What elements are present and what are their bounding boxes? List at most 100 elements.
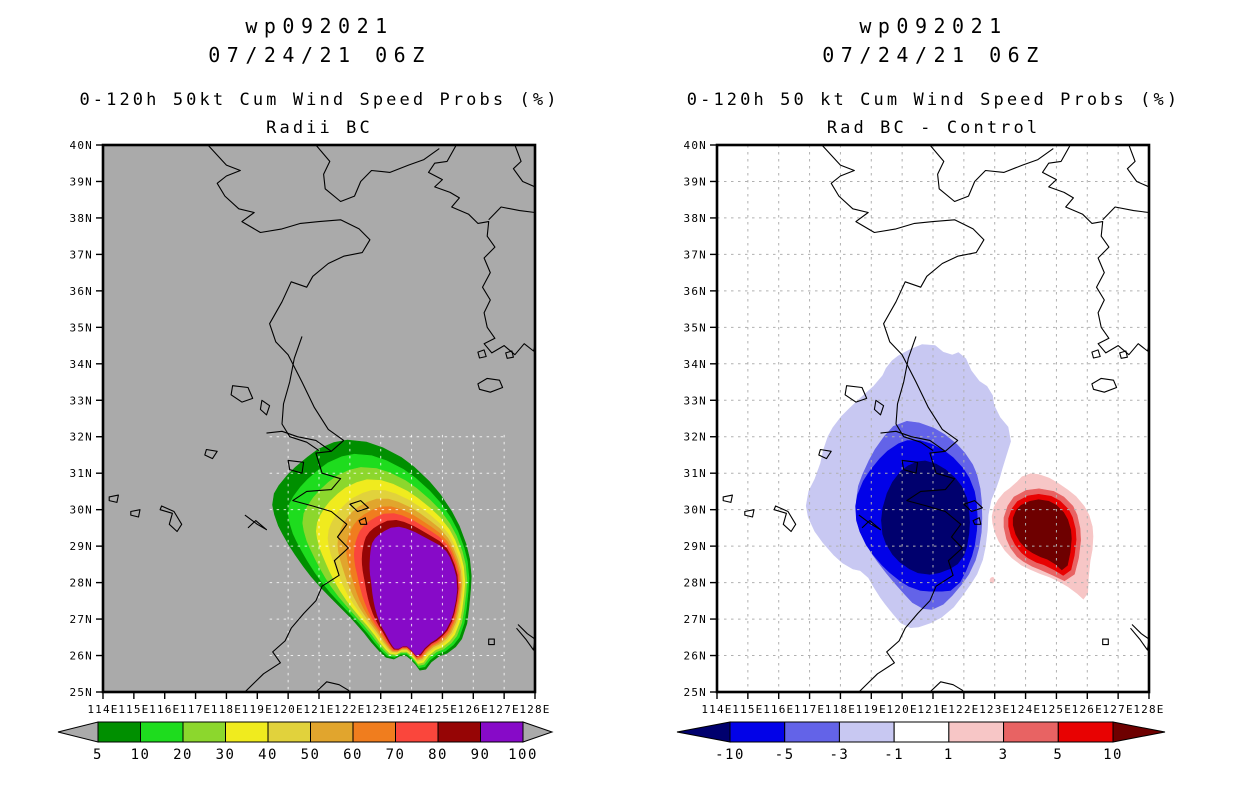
colorbar-cell <box>267 721 311 743</box>
lat-tick-label: 39N <box>70 175 93 188</box>
product-title: 0-120h 50kt Cum Wind Speed Probs (%) <box>79 90 560 110</box>
colorbar-cell <box>893 721 950 743</box>
lon-tick-label: 119E <box>242 703 273 716</box>
lon-tick-label: 122E <box>334 703 365 716</box>
colorbar-tick-label: 30 <box>216 747 236 763</box>
lake-c <box>130 509 141 518</box>
lon-tick-label: 123E <box>365 703 396 716</box>
lat-tick-label: 37N <box>684 248 707 261</box>
lake-c <box>744 509 755 518</box>
sk-island-a <box>1119 350 1128 359</box>
gridlines-layer <box>717 145 1149 692</box>
wind-prob-diff-map: 25N 26N 27N 28N 29N 30N 31N 32N 33N 34N 35N 36N 37N 3… <box>676 140 1166 763</box>
colorbar-tick-label: 5 <box>93 747 103 763</box>
colorbar-cell <box>352 721 396 743</box>
colorbar-cell <box>395 721 439 743</box>
lon-tick-label: 118E <box>211 703 242 716</box>
colorbar-cell <box>182 721 226 743</box>
lake-b <box>108 494 119 503</box>
lat-tick-label: 38N <box>70 212 93 225</box>
lon-tick-label: 128E <box>519 703 550 716</box>
zhoushan <box>963 500 983 513</box>
colorbar-cell <box>140 721 184 743</box>
lon-tick-label: 123E <box>979 703 1010 716</box>
taihu-lake <box>287 459 305 474</box>
lon-tick-label: 114E <box>87 703 118 716</box>
lat-tick-label: 25N <box>70 686 93 699</box>
sk-island-a <box>505 350 514 359</box>
colorbar-tick-label: 70 <box>386 747 406 763</box>
colorbar-cell <box>480 721 524 743</box>
colorbar-cell <box>310 721 354 743</box>
lat-tick-label: 29N <box>70 540 93 553</box>
hongze-lake <box>230 385 254 403</box>
lon-tick-label: 119E <box>856 703 887 716</box>
lat-tick-label: 31N <box>684 467 707 480</box>
liaodong <box>929 145 1054 203</box>
sk-island-b <box>1091 349 1101 359</box>
coastline-layer <box>108 145 535 692</box>
right-panel: wp092021 07/24/21 06Z 0-120h 50 kt Cum W… <box>618 0 1236 800</box>
left-panel: wp092021 07/24/21 06Z 0-120h 50kt Cum Wi… <box>57 14 560 763</box>
lon-tick-label: 124E <box>396 703 427 716</box>
jeju-island <box>477 377 504 393</box>
lat-tick-label: 32N <box>684 431 707 444</box>
lon-tick-label: 118E <box>825 703 856 716</box>
colorbar-tick-label: 10 <box>1103 747 1123 763</box>
colorbar-tick-label: 80 <box>428 747 448 763</box>
gridlines-layer <box>269 434 508 691</box>
axes: 25N 26N 27N 28N 29N 30N 31N 32N 33N 34N 35N 36N 37N 3… <box>70 140 550 716</box>
lon-tick-label: 117E <box>794 703 825 716</box>
lon-tick-label: 126E <box>458 703 489 716</box>
liaodong <box>315 145 440 203</box>
colorbar-cell <box>1003 721 1059 743</box>
colorbar-tick-label: -5 <box>775 747 795 763</box>
korea-ne <box>512 145 535 188</box>
lat-tick-label: 33N <box>684 394 707 407</box>
lat-tick-label: 32N <box>70 431 93 444</box>
model-label: Radii BC <box>266 118 373 138</box>
lat-tick-label: 39N <box>684 175 707 188</box>
lon-tick-label: 115E <box>118 703 149 716</box>
island-a <box>358 517 368 525</box>
china-coast <box>821 145 985 692</box>
korea-ne <box>1126 145 1149 188</box>
positive-speck-band <box>989 576 995 584</box>
poyang-lake <box>159 505 183 533</box>
axes: 25N 26N 27N 28N 29N 30N 31N 32N 33N 34N 35N 36N 37N 3… <box>684 140 1164 716</box>
taihu-lake <box>901 459 919 474</box>
colorbar: -10 -5 -3 -1 1 3 5 10 <box>676 721 1166 763</box>
lon-tick-label: 116E <box>763 703 794 716</box>
colorbar-cell <box>838 721 895 743</box>
wind-prob-map: 25N 26N 27N 28N 29N 30N 31N 32N 33N 34N 35N 36N 37N 3… <box>57 140 554 763</box>
lat-tick-label: 30N <box>70 504 93 517</box>
qiandao-lake <box>858 514 882 531</box>
chaohu-lake <box>818 448 832 460</box>
lat-tick-label: 37N <box>70 248 93 261</box>
lon-tick-label: 117E <box>180 703 211 716</box>
korea-west-coast <box>1041 145 1149 356</box>
chaohu-lake <box>204 448 218 460</box>
lat-tick-label: 34N <box>684 358 707 371</box>
lat-tick-label: 38N <box>684 212 707 225</box>
lon-tick-label: 125E <box>1041 703 1072 716</box>
lon-tick-label: 114E <box>701 703 732 716</box>
lat-tick-label: 36N <box>70 285 93 298</box>
colorbar-under-arrow <box>57 721 99 743</box>
contour-fill-layer <box>272 439 472 671</box>
prob-contour-band <box>369 526 458 656</box>
colorbar-tick-label: 5 <box>1053 747 1063 763</box>
lat-tick-label: 30N <box>684 504 707 517</box>
lon-tick-label: 125E <box>427 703 458 716</box>
contour-fill-layer <box>805 344 1094 629</box>
qiandao-lake <box>244 514 268 531</box>
colorbar-cell <box>948 721 1005 743</box>
colorbar-tick-label: -10 <box>715 747 745 763</box>
colorbar-tick-label: 90 <box>471 747 491 763</box>
colorbar-under-arrow <box>676 721 731 743</box>
init-time: 07/24/21 06Z <box>208 43 431 67</box>
coastline-layer <box>722 145 1149 692</box>
zhoushan <box>349 500 369 513</box>
hongze-lake <box>844 385 868 403</box>
colorbar-tick-label: 3 <box>999 747 1009 763</box>
